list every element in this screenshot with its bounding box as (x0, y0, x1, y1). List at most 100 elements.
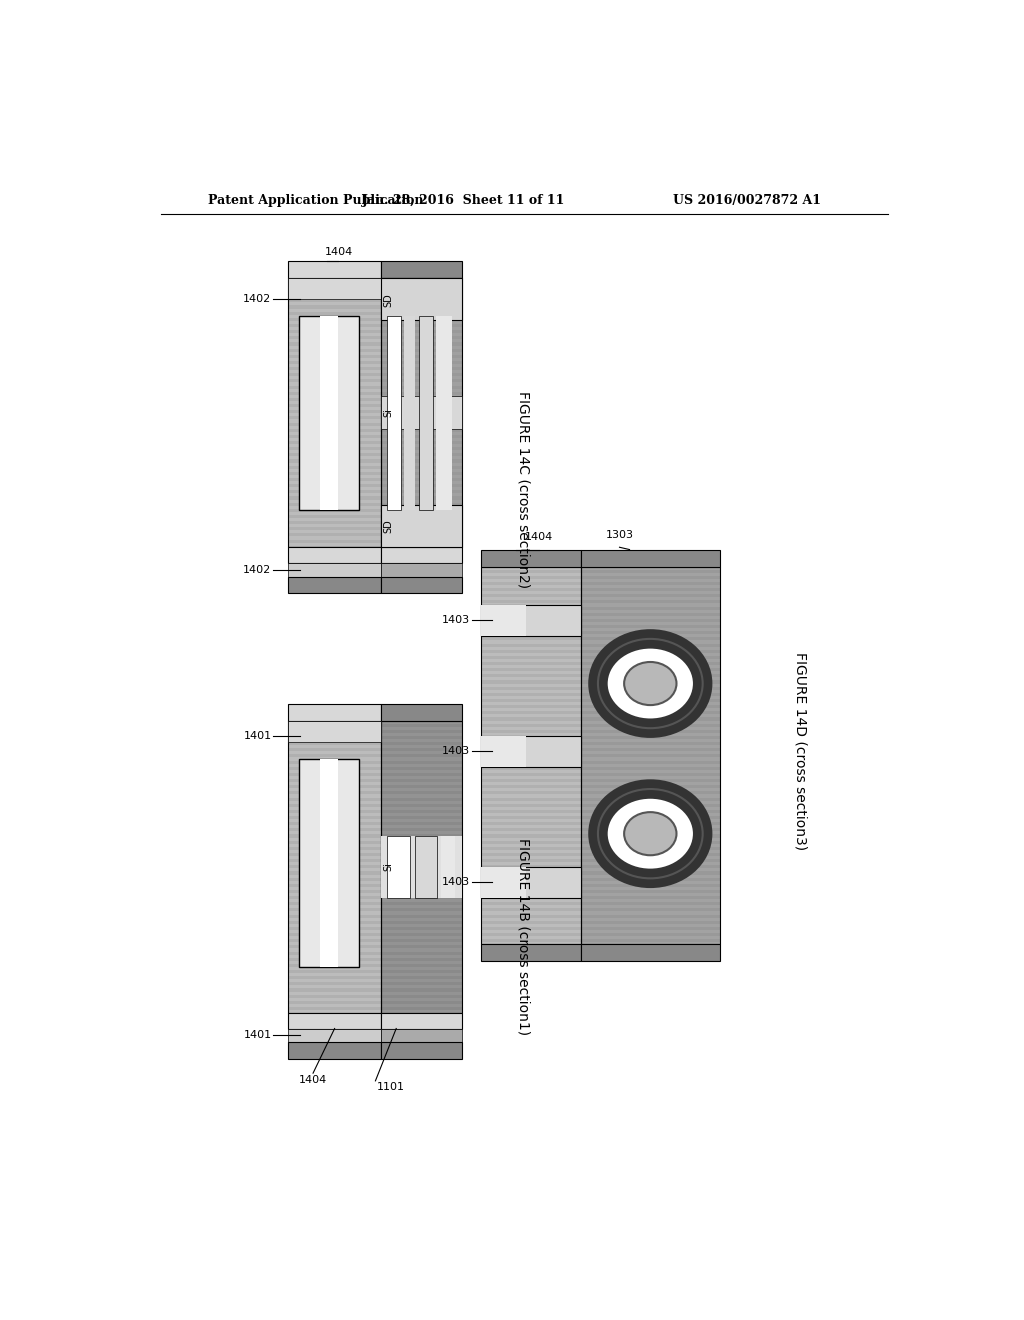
Bar (381, 438, 462, 441)
Bar (381, 825, 462, 829)
Bar (381, 277, 462, 321)
Bar (289, 825, 381, 829)
Bar (481, 758, 581, 760)
Bar (581, 689, 720, 693)
Bar (481, 751, 581, 755)
Bar (381, 407, 462, 411)
Bar (481, 591, 581, 594)
Bar (289, 726, 381, 730)
Bar (481, 622, 581, 626)
Bar (289, 531, 381, 533)
Bar (381, 770, 462, 774)
Bar (289, 284, 381, 286)
Bar (581, 795, 720, 797)
Bar (481, 605, 526, 636)
Bar (289, 770, 381, 774)
Bar (381, 531, 462, 533)
Bar (381, 475, 462, 478)
Bar (387, 836, 410, 898)
Bar (481, 605, 581, 636)
Bar (581, 702, 720, 705)
Bar (299, 317, 359, 511)
Bar (381, 836, 462, 898)
Bar (381, 936, 462, 940)
Bar (289, 850, 381, 853)
Bar (581, 640, 720, 644)
Bar (289, 948, 381, 952)
Bar (289, 832, 381, 834)
Bar (381, 880, 462, 884)
Bar (481, 739, 581, 742)
Bar (381, 954, 462, 958)
Bar (581, 944, 720, 961)
Bar (289, 973, 381, 975)
Bar (403, 317, 416, 511)
Bar (289, 413, 381, 416)
Bar (289, 788, 381, 792)
Bar (381, 758, 462, 760)
Bar (581, 684, 720, 686)
Bar (581, 744, 720, 748)
Bar (381, 887, 462, 890)
Text: SD: SD (383, 520, 393, 533)
Bar (481, 696, 581, 700)
Bar (481, 585, 581, 589)
Bar (381, 744, 462, 748)
Bar (289, 462, 381, 466)
Bar (581, 942, 720, 945)
Bar (481, 721, 581, 723)
Bar (481, 635, 581, 638)
Bar (289, 906, 381, 908)
Bar (289, 704, 381, 721)
Bar (381, 339, 462, 342)
Bar (289, 432, 381, 434)
Bar (381, 862, 462, 866)
Bar (381, 726, 462, 730)
Bar (581, 566, 720, 944)
Bar (481, 597, 581, 601)
Bar (481, 726, 581, 730)
Bar (381, 892, 462, 896)
Bar (381, 906, 462, 908)
Bar (481, 689, 581, 693)
Text: 1404: 1404 (524, 532, 553, 543)
Bar (581, 585, 720, 589)
Ellipse shape (598, 789, 702, 878)
Bar (381, 781, 462, 785)
Bar (581, 862, 720, 866)
Bar (289, 954, 381, 958)
Bar (381, 721, 462, 1014)
Bar (289, 966, 381, 970)
Bar (481, 929, 581, 933)
Bar (381, 874, 462, 878)
Bar (481, 684, 581, 686)
Bar (289, 998, 381, 1001)
Bar (481, 677, 581, 681)
Bar (581, 610, 720, 612)
Bar (289, 376, 381, 379)
Bar (299, 759, 359, 966)
Bar (581, 677, 720, 681)
Bar (481, 603, 581, 607)
Bar (381, 401, 462, 404)
Bar (381, 309, 462, 312)
Bar (381, 1003, 462, 1007)
Bar (481, 788, 581, 792)
Ellipse shape (608, 800, 692, 867)
Bar (381, 480, 462, 484)
Bar (381, 444, 462, 447)
Bar (481, 832, 581, 834)
Bar (381, 333, 462, 337)
Bar (581, 869, 720, 871)
Bar (581, 924, 720, 927)
Bar (381, 420, 462, 422)
Bar (581, 671, 720, 675)
Bar (381, 314, 462, 318)
Bar (581, 597, 720, 601)
Text: US 2016/0027872 A1: US 2016/0027872 A1 (673, 194, 820, 207)
Bar (481, 776, 581, 779)
Bar (381, 351, 462, 355)
Bar (481, 610, 581, 612)
Bar (381, 818, 462, 822)
Bar (581, 708, 720, 711)
